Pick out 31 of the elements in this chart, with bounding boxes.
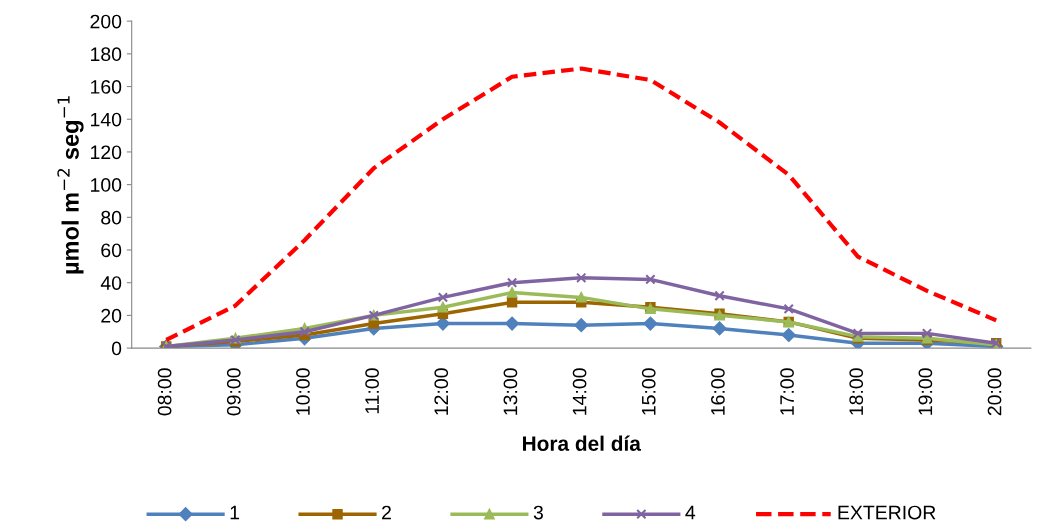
- legend-label: 1: [230, 505, 240, 520]
- y-tick-label: 20: [101, 308, 122, 323]
- x-tick-label: 12:00: [434, 368, 449, 415]
- x-tick-label: 19:00: [918, 368, 933, 415]
- legend-label: EXTERIOR: [838, 505, 936, 520]
- x-tick-label: 10:00: [296, 368, 310, 415]
- x-tick-label: 14:00: [572, 368, 587, 415]
- x-tick-label: 11:00: [365, 368, 379, 414]
- y-tick-label: 60: [101, 243, 122, 258]
- x-axis-title: Hora del día: [523, 435, 641, 451]
- x-tick-label: 08:00: [157, 368, 172, 416]
- x-tick-label: 16:00: [711, 368, 725, 415]
- x-tick-label: 13:00: [503, 368, 518, 415]
- y-tick-label: 120: [91, 145, 122, 160]
- legend-label: 3: [533, 505, 543, 520]
- y-tick-label: 200: [90, 14, 122, 29]
- legend-label: 2: [382, 505, 391, 520]
- x-tick-label: 20:00: [987, 368, 1002, 416]
- x-tick-label: 09:00: [226, 368, 241, 416]
- y-tick-label: 80: [101, 210, 122, 225]
- y-tick-label: 140: [91, 112, 122, 127]
- x-tick-label: 17:00: [780, 368, 794, 415]
- x-tick-label: 15:00: [641, 368, 656, 415]
- y-axis-title: µmol m$^{−2}$ seg$^{−1}$: [57, 96, 84, 274]
- y-tick-label: 180: [91, 47, 122, 62]
- y-tick-label: 0: [111, 341, 122, 356]
- y-tick-label: 160: [91, 80, 122, 94]
- y-tick-label: 100: [91, 178, 122, 192]
- legend-label: 4: [685, 505, 696, 520]
- x-tick-label: 18:00: [849, 368, 864, 415]
- y-tick-label: 40: [100, 276, 122, 290]
